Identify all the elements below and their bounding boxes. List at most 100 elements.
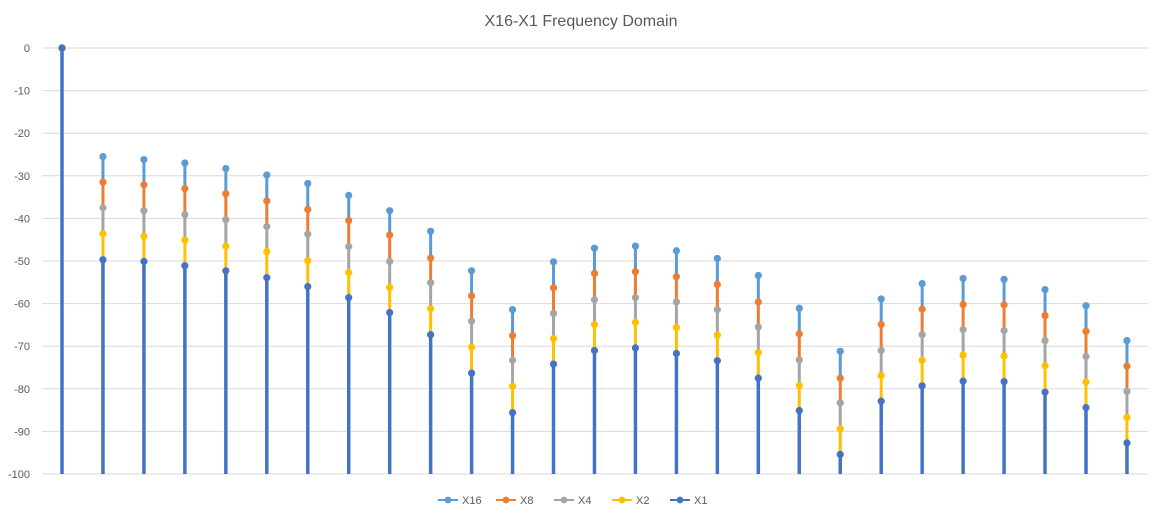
point-X16 [1123,337,1131,345]
point-X1 [1000,377,1008,386]
point-X8 [795,330,803,338]
point-X1 [304,282,312,291]
point-X2 [1000,352,1008,360]
y-tick-label: -10 [14,86,30,98]
point-X2 [836,425,844,433]
point-X16 [468,267,476,275]
point-X16 [140,156,148,164]
point-X16 [304,179,312,188]
point-X1 [263,274,271,282]
point-X2 [263,248,271,256]
point-X4 [304,230,312,238]
point-X2 [99,230,107,238]
point-X16 [222,164,230,173]
legend-marker [676,496,684,504]
point-X8 [549,284,558,292]
point-X4 [713,305,721,314]
point-X2 [386,283,394,292]
point-X1 [468,369,476,377]
point-X16 [386,207,394,215]
point-X8 [222,190,230,198]
point-X8 [99,178,107,186]
point-X2 [590,320,599,329]
point-X1 [877,397,885,405]
point-X2 [795,381,803,389]
y-tick-label: -20 [14,128,30,140]
point-X4 [427,279,435,287]
point-X4 [590,296,599,304]
point-X16 [181,159,189,167]
point-X4 [181,210,189,219]
legend-label: X2 [636,495,649,507]
y-tick-label: 0 [24,43,30,55]
legend-item: X4 [554,495,591,507]
point-X4 [386,257,394,266]
point-X2 [345,268,353,277]
point-X1 [754,374,762,382]
point-X4 [754,323,762,331]
plot-area [58,44,1131,474]
point-X16 [959,274,967,283]
point-X4 [222,216,230,224]
legend-marker [560,496,568,504]
point-X1 [181,262,189,270]
y-tick-label: -60 [14,299,30,311]
point-X1 [427,331,435,339]
point-X16 [795,304,803,312]
point-X8 [918,305,926,313]
point-X1 [672,349,681,358]
point-X16 [1082,302,1090,310]
point-X8 [304,205,312,214]
point-X4 [263,222,271,231]
point-X1 [99,256,107,264]
point-X16 [877,295,885,303]
point-X2 [427,305,435,313]
point-X16 [1000,275,1008,283]
point-X4 [1123,387,1131,395]
point-X8 [345,216,353,225]
point-X8 [1041,311,1049,320]
point-X2 [222,242,230,250]
point-X8 [754,298,762,306]
point-X16 [99,153,107,161]
point-X16 [713,254,721,263]
y-tick-label: -70 [14,341,30,353]
legend-marker [444,496,452,504]
legend: X16 X8 X4 X2 X1 [438,495,707,507]
y-tick-label: -90 [14,426,30,438]
point-X2 [508,382,517,390]
point-X2 [672,323,681,332]
point-X8 [836,374,844,382]
point-X8 [263,197,271,205]
point-X16 [590,244,599,252]
point-X8 [631,268,640,276]
y-tick-label: -100 [8,469,30,481]
point-X16 [1041,285,1049,294]
point-X16 [345,191,353,199]
point-X1 [1082,403,1090,412]
point-X16 [918,279,926,288]
point-X2 [918,356,926,364]
point-X8 [468,292,476,300]
point-X16 [427,227,435,235]
legend-marker [618,496,626,504]
point-X4 [345,242,353,251]
y-axis-ticks: 0 -10 -20 -30 -40 -50 -60 -70 -80 -90 -100 [8,43,30,481]
point-X1 [222,267,230,275]
point-X8 [1082,327,1090,335]
y-tick-label: -80 [14,384,30,396]
point-X4 [140,207,148,215]
point-X8 [959,300,967,309]
point-X4 [836,399,844,407]
point-X1 [631,344,640,352]
point-X16 [672,247,681,255]
point-X2 [1041,362,1049,370]
point-X16 [754,271,762,280]
point-X4 [795,356,803,364]
legend-item: X8 [496,495,533,507]
point-X4 [549,309,558,317]
point-X1 [959,377,967,385]
point-X8 [386,231,394,239]
point-X2 [631,318,640,326]
